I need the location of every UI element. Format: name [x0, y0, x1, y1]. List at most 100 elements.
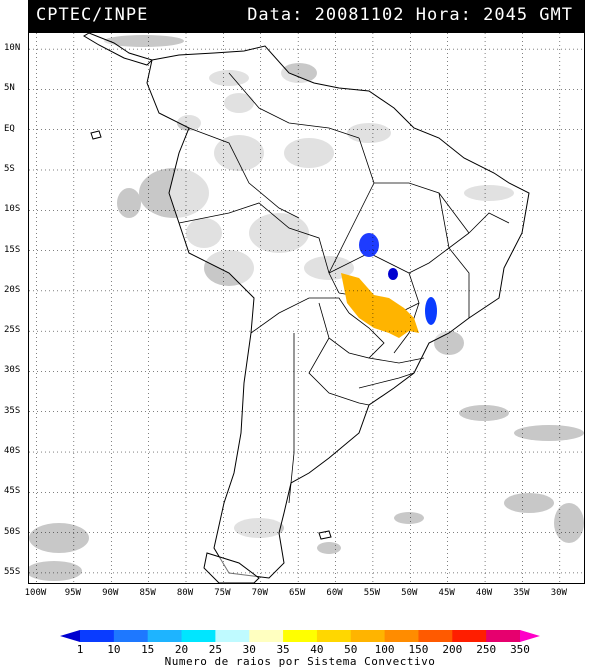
- legend-color-swatch: [486, 630, 521, 642]
- date-time-label: Data: 20081102 Hora: 2045 GMT: [247, 5, 573, 25]
- latitude-tick-label: 10N: [4, 43, 21, 54]
- cloud-patch: [209, 70, 249, 86]
- cloud-patch: [459, 405, 509, 421]
- legend-color-swatch: [181, 630, 216, 642]
- latitude-tick-label: 10S: [4, 204, 21, 215]
- cloud-patch: [394, 512, 424, 524]
- cloud-patch: [117, 188, 141, 218]
- lightning-system-low: [359, 233, 379, 257]
- state-border: [468, 212, 510, 234]
- latitude-tick-label: 40S: [4, 446, 21, 457]
- longitude-tick-label: 100W: [24, 588, 47, 598]
- lightning-system-high: [341, 273, 419, 338]
- state-border: [358, 372, 415, 389]
- legend-tick-label: 40: [310, 643, 324, 656]
- longitude-tick-label: 45W: [438, 588, 455, 598]
- source-label: CPTEC/INPE: [36, 5, 149, 25]
- cloud-patch: [514, 425, 584, 441]
- cloud-patch: [234, 518, 284, 538]
- lightning-system-low: [388, 268, 398, 280]
- longitude-tick-label: 65W: [289, 588, 306, 598]
- longitude-tick-label: 60W: [326, 588, 343, 598]
- legend-color-swatch: [350, 630, 386, 642]
- legend-tick-label: 50: [344, 643, 358, 656]
- falklands-outline: [318, 530, 332, 540]
- legend-color-swatch: [418, 630, 453, 642]
- country-border: [250, 297, 350, 334]
- cloud-patch: [554, 503, 584, 543]
- cloud-patch: [281, 63, 317, 83]
- country-border: [188, 127, 300, 219]
- longitude-tick-label: 85W: [139, 588, 156, 598]
- country-border: [228, 72, 360, 139]
- legend-color-swatch: [147, 630, 183, 642]
- legend-color-swatch: [60, 630, 80, 642]
- tierra-del-fuego-outline: [203, 552, 260, 583]
- latitude-tick-label: 55S: [4, 566, 21, 577]
- cloud-patch: [214, 135, 264, 171]
- latitude-tick-label: 50S: [4, 526, 21, 537]
- galapagos-outline: [90, 130, 102, 140]
- lightning-system-low: [425, 297, 437, 325]
- legend-color-swatch: [113, 630, 149, 642]
- latitude-tick-label: 45S: [4, 486, 21, 497]
- cloud-patch: [224, 93, 254, 113]
- cloud-patch: [186, 218, 222, 248]
- legend-color-swatch: [452, 630, 487, 642]
- coastline-layer: [83, 33, 530, 583]
- legend-color-swatch: [283, 630, 318, 642]
- legend-color-swatch: [316, 630, 352, 642]
- latitude-tick-label: 35S: [4, 405, 21, 416]
- longitude-tick-label: 30W: [550, 588, 567, 598]
- legend-tick-label: 10: [107, 643, 121, 656]
- legend-tick-label: 200: [442, 643, 463, 656]
- legend-tick-label: 1: [76, 643, 84, 656]
- legend-tick-label: 15: [141, 643, 155, 656]
- cloud-patch: [139, 168, 209, 218]
- legend-tick-label: 30: [242, 643, 256, 656]
- longitude-tick-label: 40W: [475, 588, 493, 598]
- country-border: [288, 333, 295, 504]
- legend-tick-label: 250: [476, 643, 497, 656]
- cloud-patch: [29, 561, 82, 581]
- longitude-tick-label: 90W: [102, 588, 119, 598]
- state-border: [368, 357, 425, 364]
- longitude-tick-label: 35W: [513, 588, 530, 598]
- legend-color-swatch: [520, 630, 540, 642]
- south-america-outline: [146, 45, 530, 579]
- latitude-tick-label: EQ: [4, 123, 15, 134]
- cloud-cover-layer: [29, 35, 584, 581]
- legend-color-swatch: [80, 630, 115, 642]
- graticule: [29, 33, 584, 583]
- longitude-tick-label: 95W: [64, 588, 81, 598]
- legend-tick-label: 25: [208, 643, 222, 656]
- latitude-tick-label: 20S: [4, 284, 21, 295]
- cloud-patch: [204, 250, 254, 286]
- lightning-layer: [341, 233, 437, 338]
- cloud-patch: [29, 523, 89, 553]
- latitude-tick-label: 30S: [4, 365, 21, 376]
- cloud-patch: [317, 542, 341, 554]
- latitude-tick-label: 15S: [4, 244, 21, 255]
- state-border: [438, 192, 470, 318]
- longitude-tick-label: 70W: [251, 588, 268, 598]
- cloud-patch: [504, 493, 554, 513]
- cloud-patch: [464, 185, 514, 201]
- latitude-tick-label: 25S: [4, 325, 21, 336]
- legend-tick-label: 35: [276, 643, 290, 656]
- legend-color-swatch: [249, 630, 284, 642]
- cloud-patch: [249, 213, 309, 253]
- longitude-tick-label: 55W: [363, 588, 381, 598]
- latitude-tick-label: 5N: [4, 83, 15, 94]
- state-border: [328, 232, 470, 274]
- map-panel: [28, 32, 585, 584]
- latitude-tick-label: 5S: [4, 163, 15, 174]
- state-border: [328, 137, 375, 274]
- longitude-tick-label: 75W: [214, 588, 231, 598]
- cloud-patch: [284, 138, 334, 168]
- legend-color-bar: [60, 630, 540, 642]
- country-border: [308, 337, 370, 406]
- legend-tick-label: 150: [408, 643, 429, 656]
- map-header: CPTEC/INPE Data: 20081102 Hora: 2045 GMT: [28, 0, 585, 32]
- longitude-tick-label: 80W: [176, 588, 194, 598]
